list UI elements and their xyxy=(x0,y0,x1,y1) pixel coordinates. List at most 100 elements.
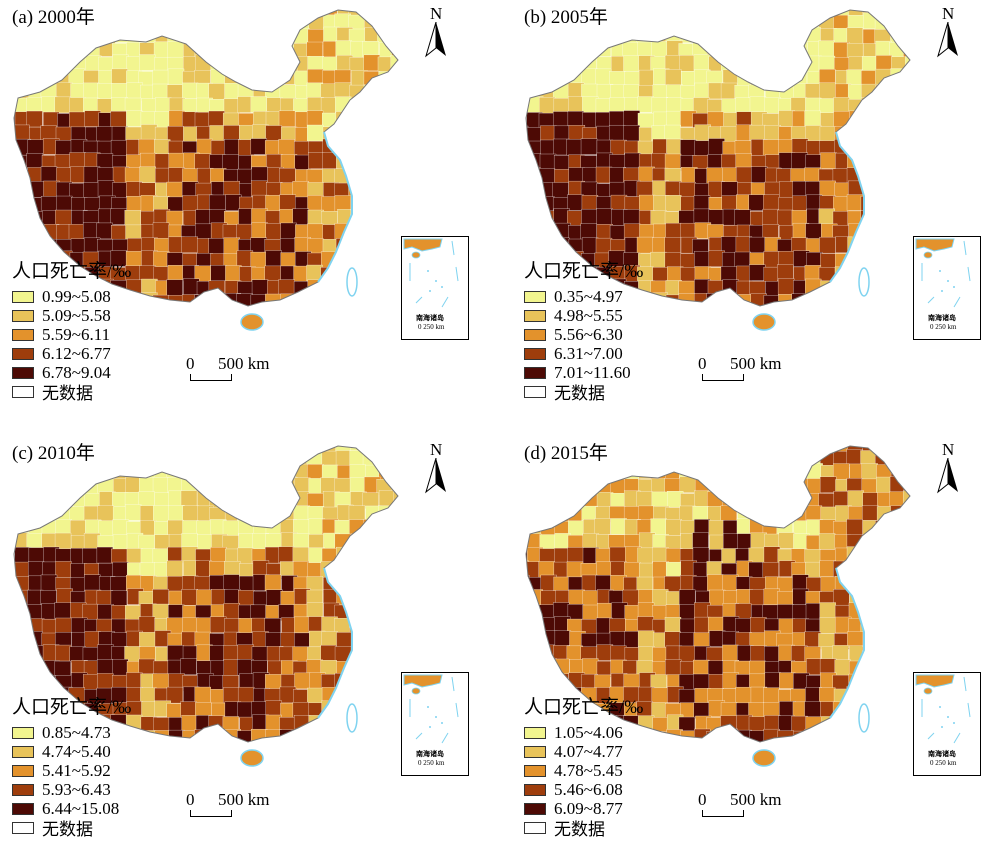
north-arrow-icon: N xyxy=(424,4,452,60)
legend-item: 4.78~5.45 xyxy=(524,761,643,780)
county-region xyxy=(875,546,893,563)
county-region xyxy=(280,56,297,73)
county-region xyxy=(55,209,72,227)
legend-label: 5.46~6.08 xyxy=(554,779,623,799)
legend-swatch xyxy=(524,366,546,379)
county-region xyxy=(14,196,31,213)
county-region xyxy=(97,644,114,661)
county-region xyxy=(377,27,394,45)
county-region xyxy=(406,210,420,226)
county-region xyxy=(407,577,420,593)
county-region xyxy=(776,462,794,479)
county-region xyxy=(237,55,254,72)
county-region xyxy=(167,14,184,31)
county-region xyxy=(96,126,113,143)
county-region xyxy=(237,492,254,510)
county-region xyxy=(904,183,910,200)
county-region xyxy=(350,446,367,451)
scale-bar-line xyxy=(190,374,232,381)
county-region xyxy=(876,688,893,705)
county-region xyxy=(322,307,338,323)
north-label: N xyxy=(942,440,955,459)
county-region xyxy=(139,632,156,649)
county-region xyxy=(861,112,879,129)
county-region xyxy=(875,717,892,734)
county-region xyxy=(167,68,185,86)
county-region xyxy=(196,589,213,607)
county-region xyxy=(138,138,155,156)
county-region xyxy=(917,646,932,662)
county-region xyxy=(54,478,71,495)
county-region xyxy=(903,535,910,552)
county-region xyxy=(609,225,627,242)
coastline xyxy=(829,131,865,283)
county-region xyxy=(97,83,114,100)
county-region xyxy=(793,10,810,17)
county-region xyxy=(309,308,325,324)
county-region xyxy=(875,85,892,102)
county-region xyxy=(526,10,528,17)
county-region xyxy=(138,446,156,454)
county-region xyxy=(139,14,156,31)
county-region xyxy=(56,463,74,481)
county-region xyxy=(665,446,682,452)
county-region xyxy=(348,167,366,184)
county-region xyxy=(335,729,352,742)
county-region xyxy=(251,10,268,17)
county-region xyxy=(14,236,30,254)
county-region xyxy=(364,127,381,144)
county-region xyxy=(666,308,682,324)
county-region xyxy=(82,548,99,565)
county-region xyxy=(363,139,380,156)
county-region xyxy=(568,463,585,480)
county-region xyxy=(680,139,697,156)
county-region xyxy=(14,631,16,648)
county-region xyxy=(763,10,780,15)
county-region xyxy=(349,98,366,115)
county-region xyxy=(750,28,767,45)
county-region xyxy=(623,12,641,29)
county-region xyxy=(71,448,88,466)
county-region xyxy=(805,223,822,240)
county-region xyxy=(377,745,393,761)
county-region xyxy=(168,295,185,306)
county-region xyxy=(806,293,824,306)
county-region xyxy=(307,279,324,296)
county-region xyxy=(777,604,794,621)
county-region xyxy=(392,83,398,101)
county-region xyxy=(14,183,31,200)
county-region xyxy=(14,449,16,467)
county-region xyxy=(846,449,863,466)
county-region xyxy=(98,449,116,466)
county-region xyxy=(153,12,171,30)
county-region xyxy=(904,140,910,157)
legend-item: 5.56~6.30 xyxy=(524,325,643,344)
county-region xyxy=(665,561,683,579)
county-region xyxy=(393,27,398,44)
county-region xyxy=(376,208,393,225)
county-region xyxy=(14,505,16,523)
county-region xyxy=(805,307,821,323)
county-region xyxy=(919,28,932,44)
county-region xyxy=(595,28,613,45)
county-region xyxy=(167,743,183,759)
county-region xyxy=(751,476,768,494)
county-region xyxy=(748,561,765,579)
county-region xyxy=(405,169,420,185)
taiwan-island xyxy=(858,703,870,733)
county-region xyxy=(527,647,544,664)
county-region xyxy=(526,14,543,32)
county-region xyxy=(526,672,530,690)
county-region xyxy=(833,97,850,114)
county-region xyxy=(581,10,598,17)
county-region xyxy=(904,450,910,467)
legend-item: 1.05~4.06 xyxy=(524,723,643,742)
county-region xyxy=(905,112,910,129)
county-region xyxy=(252,492,270,510)
county-region xyxy=(651,546,669,564)
county-region xyxy=(792,195,809,213)
county-region xyxy=(541,478,558,495)
county-region xyxy=(376,547,394,565)
legend-swatch xyxy=(12,328,34,341)
county-region xyxy=(567,56,584,73)
